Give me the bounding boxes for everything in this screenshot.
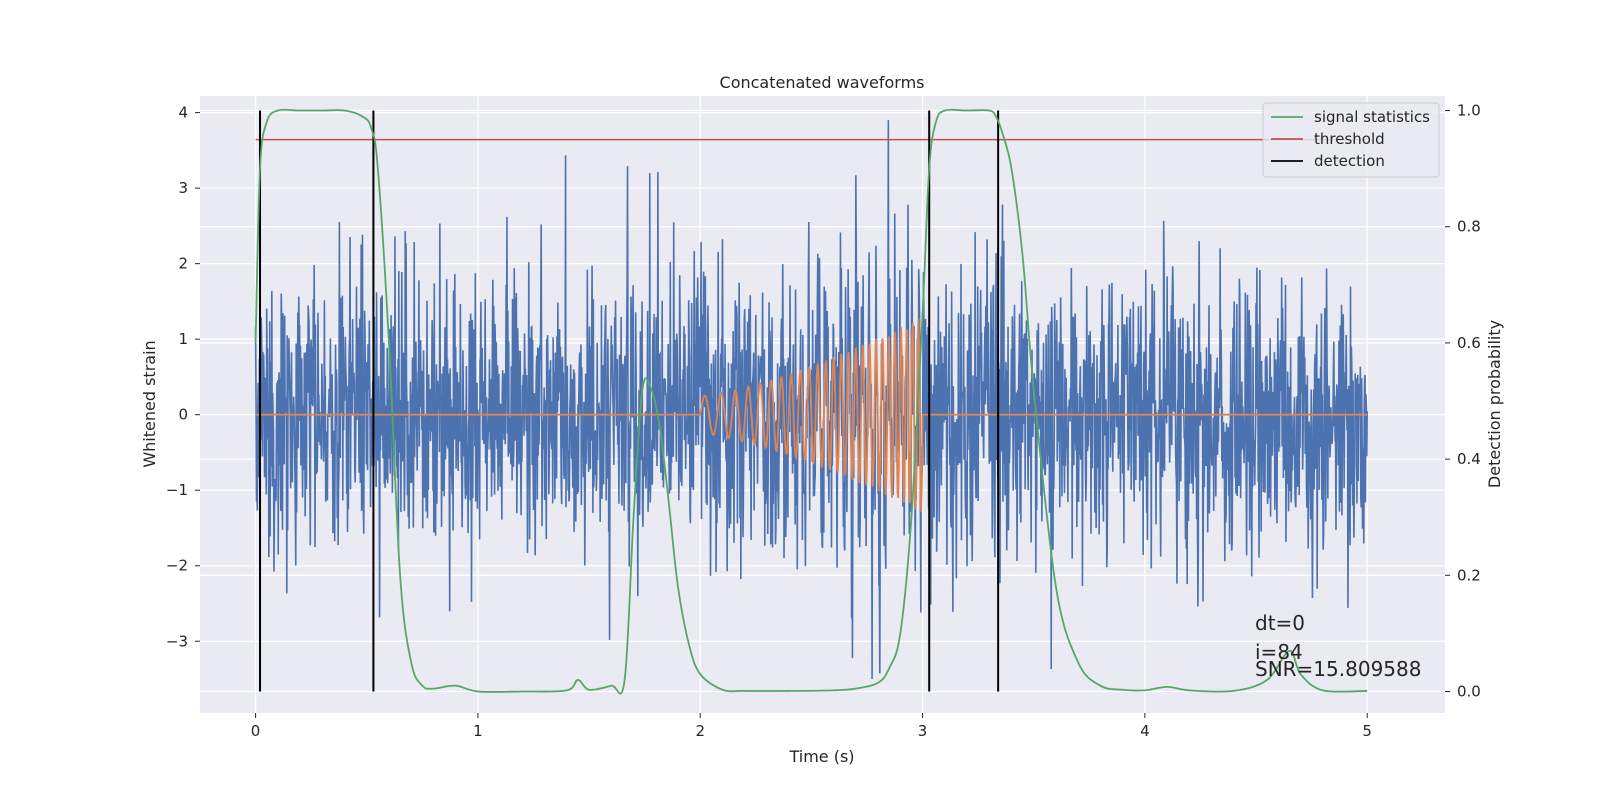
y-right-tick-label: 0.4 — [1457, 450, 1481, 468]
y-right-tick-label: 0.2 — [1457, 566, 1481, 584]
x-tick-label: 5 — [1362, 722, 1372, 740]
legend: signal statistics threshold detection — [1262, 102, 1440, 178]
y-tick-label: 1 — [178, 330, 188, 348]
y-right-tick-label: 0.6 — [1457, 334, 1481, 352]
y-axis-label-right: Detection probability — [1485, 320, 1504, 488]
legend-label-signal-statistics: signal statistics — [1314, 108, 1430, 126]
y-tick-label: −3 — [166, 632, 188, 650]
y-right-tick-label: 0.8 — [1457, 218, 1481, 236]
y-tick-label: 3 — [178, 179, 188, 197]
signal-statistics-line — [254, 108, 1368, 695]
chirp-series-line — [255, 318, 1368, 513]
chart-title: Concatenated waveforms — [720, 73, 925, 92]
y-axis-label: Whitened strain — [140, 340, 159, 467]
x-tick-label: 4 — [1140, 722, 1150, 740]
y-tick-label: −2 — [166, 557, 188, 575]
y-tick-label: 2 — [178, 255, 188, 273]
annotation-block: dt=0 i=84 SNR=15.809588 — [1255, 611, 1421, 681]
x-tick-label: 0 — [251, 722, 261, 740]
y-tick-label: 0 — [178, 406, 188, 424]
tick-labels: 0 1 2 3 4 5 4 3 2 1 0 −1 −2 −3 1.0 0.8 0.6 0.4 0.2 0.0 — [166, 102, 1481, 740]
legend-label-detection: detection — [1314, 152, 1385, 170]
y-tick-label: −1 — [166, 481, 188, 499]
annotation-snr: SNR=15.809588 — [1255, 657, 1421, 681]
y-right-tick-label: 1.0 — [1457, 102, 1481, 120]
plot-series — [254, 108, 1368, 695]
x-tick-label: 2 — [695, 722, 705, 740]
x-axis-label: Time (s) — [788, 747, 854, 766]
x-tick-label: 3 — [918, 722, 928, 740]
y-tick-label: 4 — [178, 104, 188, 122]
legend-box — [1262, 102, 1440, 178]
annotation-dt: dt=0 — [1255, 611, 1305, 635]
annotation-index: i=84 — [1255, 640, 1303, 664]
y-right-tick-label: 0.0 — [1457, 683, 1481, 701]
detection-lines — [259, 110, 1000, 692]
x-tick-label: 1 — [473, 722, 483, 740]
legend-label-threshold: threshold — [1314, 130, 1385, 148]
